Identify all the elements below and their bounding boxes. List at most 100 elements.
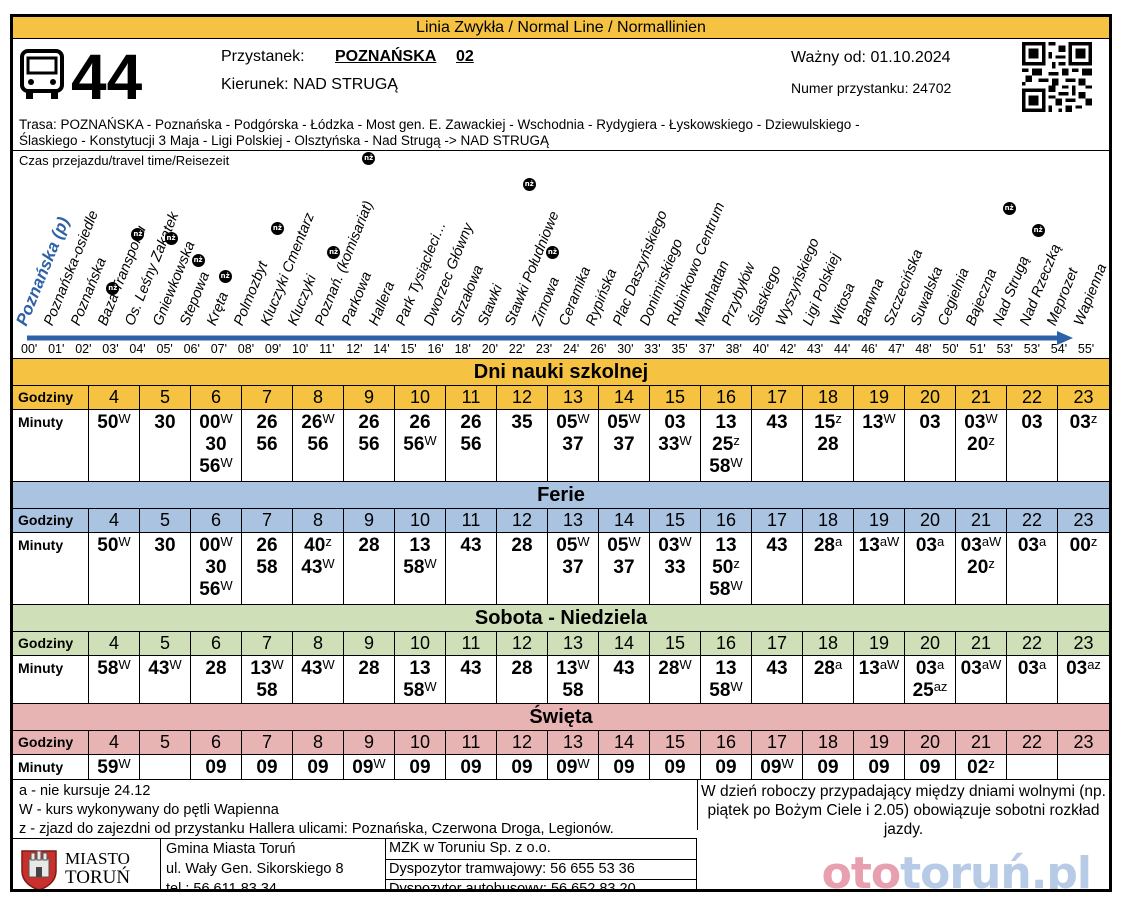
hour-cell: 10 — [395, 731, 446, 754]
section-title: Sobota - Niedziela — [13, 605, 1109, 632]
departure-minute: 03a — [1017, 534, 1047, 556]
hours-label: Godziny — [13, 386, 89, 409]
hours-label: Godziny — [13, 632, 89, 655]
departure-minute: 09 — [409, 757, 431, 778]
departure-minute: 43W — [301, 657, 335, 679]
departure-minute: 09 — [511, 757, 533, 778]
hour-cell: 21 — [956, 386, 1007, 409]
hour-cell: 14 — [599, 731, 650, 754]
on-request-stop-icon: nż — [522, 178, 536, 191]
timetable-frame: Linia Zwykła / Normal Line / Normallinie… — [10, 14, 1112, 892]
stop-time-33: 48' — [915, 342, 932, 356]
departure-minute: 56 — [256, 434, 278, 455]
hour-cell: 9 — [344, 731, 395, 754]
departure-flag: aW — [879, 657, 900, 672]
departure-minute: 30 — [154, 412, 176, 433]
departure-minute: 09 — [664, 757, 686, 778]
stop-time-31: 46' — [861, 342, 878, 356]
hour-cell: 4 — [89, 632, 140, 655]
city-logo: MIASTO TORUŃ — [13, 838, 161, 889]
minutes-cell: 43 — [446, 656, 497, 703]
schedule: Dni nauki szkolnej Godziny 4 5 6 7 8 9 10 11 12 13 1… — [13, 359, 1109, 780]
note-w: W - kurs wykonywany do pętli Wapienna — [19, 802, 279, 818]
stop-label: Przystanek: — [221, 48, 305, 65]
on-request-stop-icon: nż — [545, 246, 559, 259]
footnotes: a - nie kursuje 24.12 W - kurs wykonywan… — [19, 782, 614, 839]
minutes-cell: 09 — [701, 755, 752, 779]
minutes-cell: 09 — [854, 755, 905, 779]
departure-minute: 58W — [709, 578, 743, 600]
minutes-cell: 26 56 — [344, 410, 395, 481]
departure-minute: 28 — [817, 434, 839, 455]
stop-time-5: 05' — [156, 342, 173, 356]
minutes-cell: 03aW 20z — [956, 533, 1007, 604]
hour-cell: 18 — [803, 386, 854, 409]
minutes-cell: 00W 30 56W — [191, 410, 242, 481]
hour-cell: 17 — [752, 731, 803, 754]
minutes-row: Minuty 59W 09 09 09 09W 09 09 09 09W 09 09 09 09W 09 09… — [13, 755, 1109, 780]
hour-cell: 20 — [905, 632, 956, 655]
minutes-cell: 09 — [905, 755, 956, 779]
minutes-cell: 13aW — [854, 656, 905, 703]
hour-cell: 19 — [854, 632, 905, 655]
hours-label: Godziny — [13, 509, 89, 532]
hour-cell: 19 — [854, 509, 905, 532]
hour-cell: 7 — [242, 386, 293, 409]
minutes-label: Minuty — [13, 755, 89, 779]
stop-time-23: 33' — [644, 342, 661, 356]
hour-cell: 18 — [803, 731, 854, 754]
stop-number: Numer przystanku: 24702 — [791, 80, 952, 96]
departure-minute: 09W — [352, 756, 386, 778]
departure-minute: 00z — [1069, 534, 1098, 556]
hour-cell: 12 — [497, 632, 548, 655]
minutes-cell: 09 — [599, 755, 650, 779]
hour-cell: 17 — [752, 632, 803, 655]
hour-cell: 16 — [701, 731, 752, 754]
ototorun-logo[interactable]: ototoruń.pl — [822, 848, 1092, 892]
hour-cell: 21 — [956, 509, 1007, 532]
departure-minute: 13W — [250, 657, 284, 679]
departure-flag: W — [322, 556, 335, 571]
stop-time-8: 08' — [237, 342, 255, 356]
departure-minute: 56W — [403, 433, 437, 455]
minutes-cell: 30 — [140, 533, 191, 604]
departure-minute: 13W — [862, 411, 896, 433]
departure-minute: 28 — [511, 658, 533, 679]
brand-part-2: toruń.pl — [900, 848, 1092, 892]
bus-dispatcher: Dyspozytor autobusowy: 56 652 83 20 — [385, 879, 697, 889]
hour-cell: 16 — [701, 509, 752, 532]
hour-cell: 9 — [344, 386, 395, 409]
departure-minute: 09 — [256, 757, 278, 778]
departure-flag: z — [988, 433, 995, 448]
minutes-cell: 03W 33 — [650, 533, 701, 604]
departure-flag: W — [220, 455, 233, 470]
minutes-cell: 03W 20z — [956, 410, 1007, 481]
departure-minute: 30 — [154, 535, 176, 556]
minutes-cell: 13 58W — [395, 533, 446, 604]
gmina-name: Gmina Miasta Toruń — [166, 841, 296, 857]
hour-cell: 4 — [89, 509, 140, 532]
departure-minute: 03 — [919, 412, 941, 433]
departure-flag: W — [118, 411, 131, 426]
hour-cell: 5 — [140, 509, 191, 532]
minutes-cell: 03az — [1058, 656, 1109, 703]
hour-cell: 14 — [599, 632, 650, 655]
hour-cell: 23 — [1073, 510, 1094, 530]
route-description: Trasa: POZNAŃSKA - Poznańska - Podgórska… — [13, 115, 1109, 151]
departure-flag: W — [424, 556, 437, 571]
departure-flag: W — [577, 657, 590, 672]
hour-cell: 20 — [905, 509, 956, 532]
departure-flag: aW — [879, 534, 900, 549]
minutes-cell: 13W 58 — [242, 656, 293, 703]
departure-minute: 09 — [715, 757, 737, 778]
departure-minute: 40z — [304, 534, 332, 556]
hour-cell: 8 — [293, 632, 344, 655]
departure-minute: 43 — [613, 658, 635, 679]
minutes-cell: 28 — [344, 533, 395, 604]
departure-minute: 20z — [967, 433, 995, 455]
hour-cell: 20 — [905, 731, 956, 754]
departure-minute: 58W — [403, 679, 437, 701]
departure-minute: 03a — [915, 534, 945, 556]
departure-minute: 03az — [1066, 657, 1101, 679]
hour-cell: 23 — [1073, 732, 1094, 752]
